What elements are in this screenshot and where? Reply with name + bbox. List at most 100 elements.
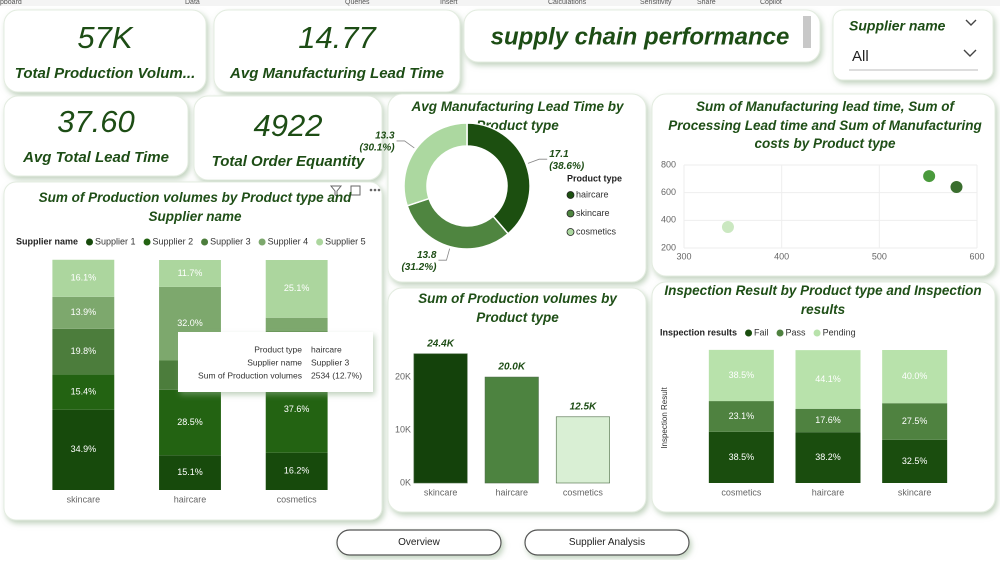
legend-marker (143, 238, 151, 246)
data-label: 13.3 (375, 131, 395, 142)
data-label: 19.8% (71, 346, 97, 356)
ribbon-tab: pboard (0, 0, 22, 6)
ribbon (0, 0, 1000, 6)
data-label: 44.1% (815, 374, 841, 384)
legend-label: cosmetics (576, 226, 617, 236)
slicer-value[interactable]: All (852, 48, 869, 65)
button-frame (524, 529, 690, 556)
y-tick-label: 10K (395, 424, 411, 434)
legend-marker (813, 329, 821, 337)
legend-marker (86, 238, 94, 246)
x-tick-label: skincare (898, 487, 932, 497)
scrollbar (803, 16, 811, 48)
bar-segment (708, 431, 774, 483)
ribbon-tab: Calculations (548, 0, 587, 6)
tooltip-key: Product type (254, 344, 302, 354)
data-label: 37.6% (284, 404, 310, 414)
donut-slice (466, 122, 531, 235)
chart-title-box: Inspection Result by Product type and In… (664, 283, 982, 317)
kpi-value: 14.77 (298, 20, 377, 55)
data-label: 23.1% (729, 411, 755, 421)
legend-marker (201, 238, 209, 246)
data-label: 16.2% (284, 466, 310, 476)
data-label: 32.5% (902, 456, 928, 466)
legend-marker (566, 228, 575, 236)
y-tick-label: 400 (661, 215, 676, 225)
kpi-value: 4922 (254, 108, 323, 143)
report-title: supply chain performance (491, 23, 790, 50)
kpi-card (3, 9, 207, 93)
visual-header-icons[interactable] (329, 185, 381, 197)
leader-line (438, 248, 451, 261)
bar-segment (52, 409, 115, 490)
chart-title-box: Sum of Manufacturing lead time, Sum of P… (668, 99, 982, 151)
legend-title: Supplier name (16, 236, 78, 246)
bar-segment (265, 452, 328, 490)
bar-segment (265, 317, 328, 332)
x-tick-label: skincare (424, 487, 458, 497)
data-label: 34.9% (71, 444, 97, 454)
data-label: 17.6% (815, 415, 841, 425)
chart-title: Sum of Production volumes by Product typ… (418, 291, 617, 325)
data-label: 40.0% (902, 371, 928, 381)
data-label: 27.5% (902, 416, 928, 426)
bar-segment (708, 349, 774, 402)
x-tick-label: 500 (872, 251, 887, 261)
slicer-card (832, 9, 994, 81)
kpi-label: Avg Total Lead Time (22, 149, 169, 166)
chart-title: Sum of Production volumes by Product typ… (38, 190, 352, 224)
bar-segment (882, 350, 948, 404)
data-label: 32.0% (177, 318, 203, 328)
legend-marker (566, 209, 575, 218)
x-tick-label: haircare (174, 494, 207, 504)
x-tick-label: cosmetics (277, 494, 318, 504)
bar-segment (159, 260, 221, 287)
kpi-label: Total Order Equantity (212, 153, 365, 170)
legend-label: Supplier 1 (95, 236, 136, 246)
tooltip-value: Supplier 3 (311, 357, 350, 367)
x-tick-label: haircare (495, 487, 528, 497)
page-button[interactable]: Overview (336, 529, 502, 556)
bar-segment (795, 408, 861, 433)
chevron-icon (963, 19, 977, 57)
data-label: 28.5% (177, 417, 203, 427)
kpi-label: Avg Manufacturing Lead Time (229, 65, 444, 82)
bar-segment (795, 432, 861, 483)
data-label: 17.1 (549, 149, 569, 160)
chart-title: Avg Manufacturing Lead Time by Product t… (411, 99, 624, 133)
leader-line (527, 158, 548, 164)
legend-title: Product type (567, 173, 622, 183)
scatter-point (950, 180, 963, 193)
legend-label: haircare (576, 189, 609, 199)
chart-title-box: Sum of Production volumes by Product typ… (418, 291, 617, 325)
ribbon-tab: Sensitivity (640, 0, 672, 6)
data-label: 24.4K (426, 338, 454, 349)
leader-line (396, 140, 415, 149)
legend-title: Inspection results (660, 327, 737, 337)
percent-label: (31.2%) (401, 262, 437, 273)
tooltip-value: 2534 (12.7%) (311, 370, 362, 380)
ribbon-tab: Insert (440, 0, 458, 6)
data-label: 38.5% (729, 452, 755, 462)
x-tick-label: haircare (812, 487, 845, 497)
tooltip-value: haircare (311, 344, 342, 354)
y-tick-label: 600 (661, 187, 676, 197)
legend-label: Supplier 3 (210, 236, 251, 246)
chart-card (651, 93, 996, 277)
title-card (463, 9, 821, 63)
data-label: 38.2% (815, 452, 841, 462)
legend-label: Supplier 5 (325, 236, 366, 246)
chart-title: Inspection Result by Product type and In… (664, 283, 982, 317)
legend-label: Supplier 2 (153, 236, 194, 246)
x-tick-label: skincare (67, 494, 101, 504)
legend-marker (776, 329, 784, 337)
y-tick-label: 200 (661, 242, 676, 252)
kpi-value: 57K (77, 20, 133, 55)
y-tick-label: 20K (395, 371, 411, 381)
page-button[interactable]: Supplier Analysis (524, 529, 690, 556)
bar-segment (795, 350, 861, 409)
x-tick-label: cosmetics (721, 487, 762, 497)
data-label: 11.7% (178, 268, 203, 278)
legend-label: skincare (576, 208, 610, 218)
